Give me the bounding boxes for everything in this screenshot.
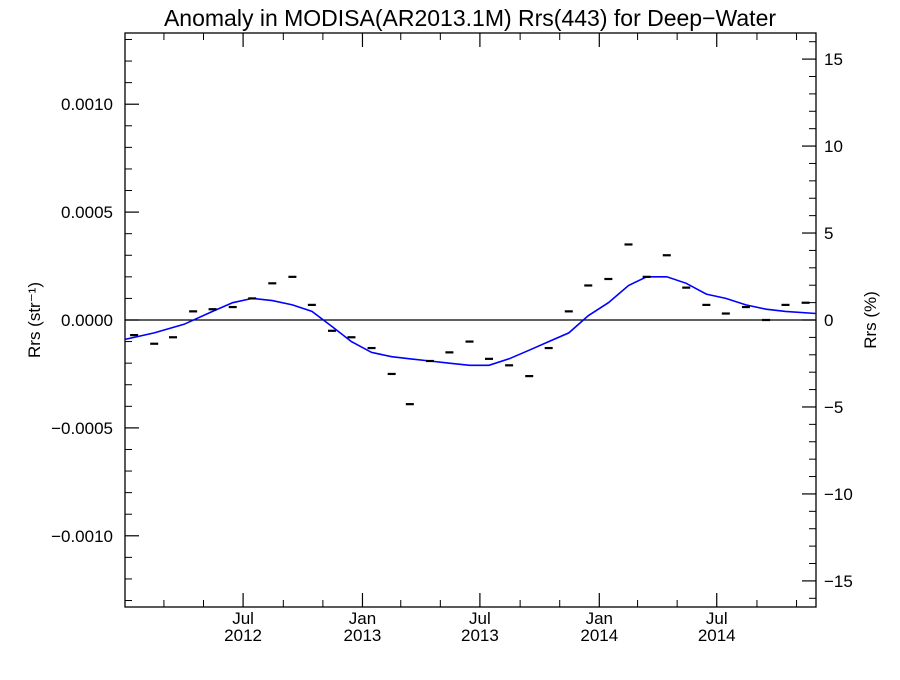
y-tick-label-right: 5 xyxy=(824,224,833,243)
smoothed-anomaly-line xyxy=(124,275,817,367)
y-tick-label-right: 15 xyxy=(824,50,843,69)
y-tick-label-right: −5 xyxy=(824,398,843,417)
y-tick-label-left: −0.0010 xyxy=(51,527,113,546)
y-ticks-right: 15 10 5 0 −5 −10 −15 xyxy=(802,41,853,599)
y-tick-label-right: 10 xyxy=(824,137,843,156)
x-tick-year: 2012 xyxy=(224,626,262,645)
y-axis-label-right: Rrs (%) xyxy=(861,291,880,349)
monthly-markers xyxy=(130,243,810,406)
x-tick-month: Jan xyxy=(586,609,613,628)
y-axis-label-left: Rrs (str⁻¹) xyxy=(25,282,44,358)
smoothed-series xyxy=(124,275,817,367)
y-ticks-left: 0.0010 0.0005 0.0000 −0.0005 −0.0010 xyxy=(51,38,139,602)
x-tick-month: Jul xyxy=(706,609,728,628)
x-tick-month: Jul xyxy=(469,609,491,628)
y-tick-label-left: −0.0005 xyxy=(51,419,113,438)
x-tick-year: 2013 xyxy=(461,626,499,645)
x-tick-month: Jul xyxy=(232,609,254,628)
y-tick-label-left: 0.0010 xyxy=(61,95,113,114)
y-tick-label-right: −10 xyxy=(824,485,853,504)
y-tick-label-left: 0.0000 xyxy=(61,311,113,330)
x-tick-month: Jan xyxy=(349,609,376,628)
x-tick-year: 2013 xyxy=(344,626,382,645)
x-tick-year: 2014 xyxy=(698,626,736,645)
y-tick-label-left: 0.0005 xyxy=(61,203,113,222)
x-tick-year: 2014 xyxy=(580,626,618,645)
chart-title: Anomaly in MODISA(AR2013.1M) Rrs(443) fo… xyxy=(164,5,776,31)
y-tick-label-right: 0 xyxy=(824,311,833,330)
y-tick-label-right: −15 xyxy=(824,572,853,591)
